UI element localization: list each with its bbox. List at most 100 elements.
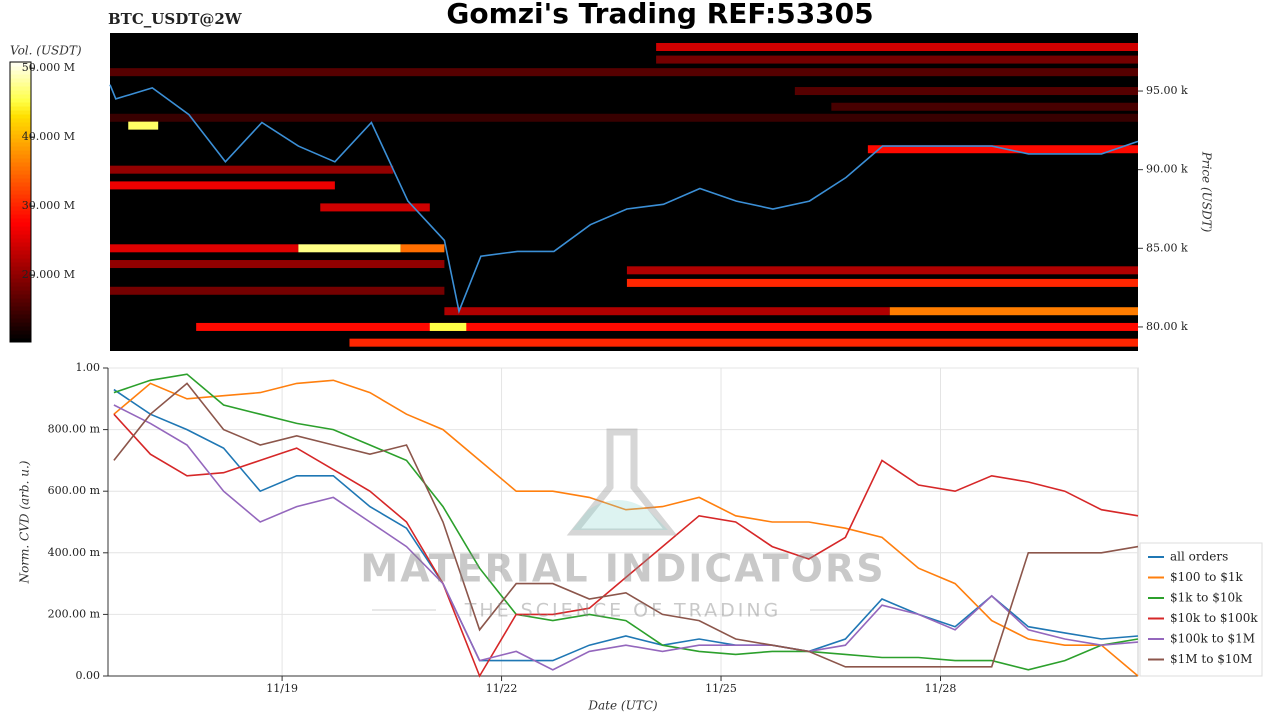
colorbar-swatch <box>10 334 31 339</box>
order-level <box>656 42 1138 51</box>
order-level <box>110 244 299 253</box>
watermark-title: MATERIAL INDICATORS <box>360 547 885 591</box>
order-level <box>400 244 445 253</box>
y-tick-label: 600.00 m <box>48 484 101 497</box>
order-level <box>110 113 1138 122</box>
colorbar-swatch <box>10 278 31 283</box>
colorbar-swatch <box>10 274 31 279</box>
legend-label: $10k to $100k <box>1170 611 1258 625</box>
colorbar-swatch <box>10 290 31 295</box>
colorbar-swatch <box>10 138 31 143</box>
colorbar-swatch <box>10 70 31 75</box>
colorbar-swatch <box>10 130 31 135</box>
order-level <box>110 260 445 269</box>
legend-label: $100 to $1k <box>1170 570 1243 584</box>
colorbar-swatch <box>10 102 31 107</box>
colorbar-swatch <box>10 206 31 211</box>
order-level <box>794 87 1138 96</box>
y-tick-label: 200.00 m <box>48 607 101 620</box>
colorbar-swatch <box>10 62 31 67</box>
y-tick-label: 400.00 m <box>48 546 101 559</box>
colorbar-swatch <box>10 146 31 151</box>
colorbar-swatch <box>10 134 31 139</box>
colorbar-swatch <box>10 314 31 319</box>
colorbar-swatch <box>10 186 31 191</box>
colorbar-swatch <box>10 282 31 287</box>
colorbar-swatch <box>10 218 31 223</box>
order-level <box>626 278 1138 287</box>
order-level <box>429 322 467 331</box>
colorbar-swatch <box>10 330 31 335</box>
colorbar-swatch <box>10 214 31 219</box>
order-level <box>110 165 394 174</box>
order-level <box>831 102 1138 111</box>
colorbar-swatch <box>10 246 31 251</box>
colorbar-swatch <box>10 258 31 263</box>
legend: all orders $100 to $1k $1k to $10k $10k to … <box>1139 542 1263 677</box>
y-tick-label: 800.00 m <box>48 423 101 436</box>
colorbar-swatch <box>10 170 31 175</box>
flask-liquid <box>572 500 668 530</box>
order-level <box>128 121 159 130</box>
colorbar-label: Vol. (USDT) <box>10 44 82 58</box>
colorbar-swatch <box>10 326 31 331</box>
colorbar-swatch <box>10 234 31 239</box>
colorbar-swatch <box>10 286 31 291</box>
colorbar-swatch <box>10 222 31 227</box>
colorbar-swatch <box>10 270 31 275</box>
order-level <box>656 55 1138 64</box>
order-level <box>298 244 401 253</box>
colorbar-swatch <box>10 242 31 247</box>
y-tick-label: 1.00 <box>76 361 101 374</box>
colorbar-swatch <box>10 338 31 343</box>
colorbar-swatch <box>10 210 31 215</box>
colorbar-swatch <box>10 110 31 115</box>
colorbar-swatch <box>10 90 31 95</box>
colorbar-swatch <box>10 118 31 123</box>
colorbar-swatch <box>10 254 31 259</box>
order-level <box>110 68 1138 77</box>
cvd-axis-label: Norm. CVD (arb. u.) <box>18 460 32 584</box>
colorbar-swatch <box>10 74 31 79</box>
order-level <box>444 307 890 316</box>
order-level <box>196 322 1138 331</box>
colorbar-swatch <box>10 154 31 159</box>
colorbar-tick-label: 20.000 M <box>22 268 75 281</box>
colorbar-swatch <box>10 78 31 83</box>
colorbar-swatch <box>10 142 31 147</box>
heatmap-background <box>110 33 1138 351</box>
series-line <box>113 388 1139 662</box>
colorbar-swatch <box>10 114 31 119</box>
y-tick-label: 85.00 k <box>1146 241 1188 254</box>
chart-subtitle: BTC_USDT@2W <box>108 10 243 28</box>
x-tick-label: 11/25 <box>705 682 737 695</box>
watermark-tagline: THE SCIENCE OF TRADING <box>464 600 782 622</box>
series-line <box>113 382 1139 668</box>
colorbar-swatch <box>10 174 31 179</box>
colorbar-swatch <box>10 86 31 91</box>
colorbar-swatch <box>10 158 31 163</box>
colorbar-swatch <box>10 310 31 315</box>
x-tick-label: 11/22 <box>486 682 518 695</box>
order-level <box>110 286 445 295</box>
colorbar-swatch <box>10 238 31 243</box>
y-tick-label: 0.00 <box>76 669 101 682</box>
colorbar-swatch <box>10 266 31 271</box>
colorbar-swatch <box>10 202 31 207</box>
colorbar-frame <box>9 61 32 343</box>
order-level <box>349 338 1138 347</box>
legend-frame <box>1139 542 1263 677</box>
colorbar-swatch <box>10 194 31 199</box>
colorbar-swatch <box>10 126 31 131</box>
legend-label: $100k to $1M <box>1170 632 1255 646</box>
chart-title: Gomzi's Trading REF:53305 <box>446 0 873 30</box>
colorbar-tick-label: 30.000 M <box>22 199 75 212</box>
colorbar-swatch <box>10 150 31 155</box>
colorbar: 20.000 M 30.000 M 40.000 M 50.000 M <box>9 61 75 343</box>
y-tick-label: 90.00 k <box>1146 163 1188 176</box>
series-line <box>113 413 1139 678</box>
colorbar-swatch <box>10 82 31 87</box>
colorbar-swatch <box>10 190 31 195</box>
x-tick-label: 11/19 <box>266 682 298 695</box>
